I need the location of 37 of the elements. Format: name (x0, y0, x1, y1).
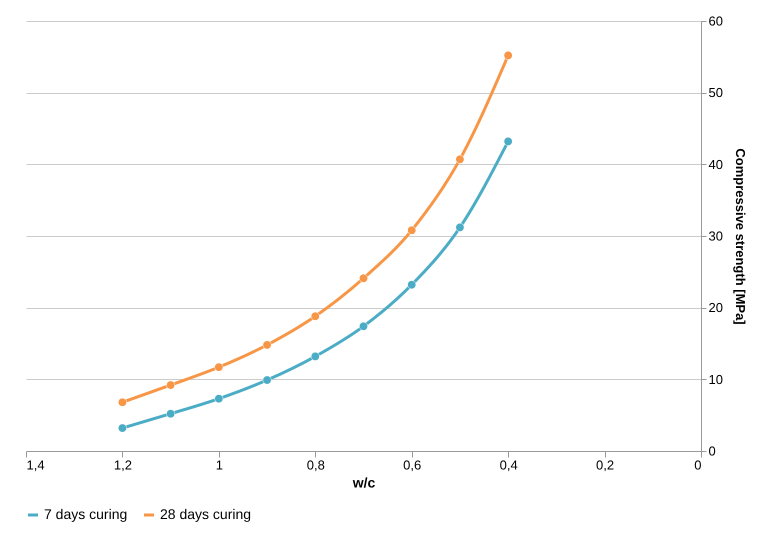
y-tick-label: 10 (708, 372, 723, 387)
point (359, 274, 368, 283)
point (504, 136, 513, 146)
point (407, 226, 416, 235)
legend-label: 28 days curing (160, 506, 252, 522)
x-tick-label: 0,2 (596, 458, 614, 472)
y-tick-label: 30 (708, 228, 723, 244)
point (214, 362, 224, 372)
point (455, 222, 464, 232)
y-tick-label: 60 (708, 14, 723, 28)
point (359, 322, 368, 331)
point (214, 394, 224, 404)
x-tick-label: 1 (216, 458, 223, 472)
x-tick-label: 0,6 (403, 458, 422, 472)
point (310, 312, 320, 321)
point (262, 376, 272, 384)
x-axis-title: w/c (352, 474, 376, 490)
x-tick-label: 1,2 (114, 458, 132, 472)
point (262, 340, 272, 350)
point (118, 398, 127, 407)
point (166, 380, 176, 390)
point (455, 154, 464, 164)
legend-label: 7 days curing (44, 506, 128, 522)
y-axis-title: Compressive strength [MPa] (732, 148, 748, 325)
y-tick-label: 20 (708, 300, 723, 316)
y-tick-label: 50 (708, 85, 723, 100)
x-tick-label: 0 (694, 458, 702, 472)
x-tick-label: 0,4 (500, 458, 518, 472)
y-tick-label: 0 (708, 444, 716, 458)
point (166, 409, 176, 418)
point (407, 280, 416, 290)
point (118, 424, 127, 432)
point (310, 352, 320, 361)
x-tick-label: 1,4 (26, 458, 45, 472)
y-tick-label: 40 (708, 156, 723, 172)
x-tick-label: 0,8 (306, 458, 325, 472)
point (504, 50, 513, 60)
